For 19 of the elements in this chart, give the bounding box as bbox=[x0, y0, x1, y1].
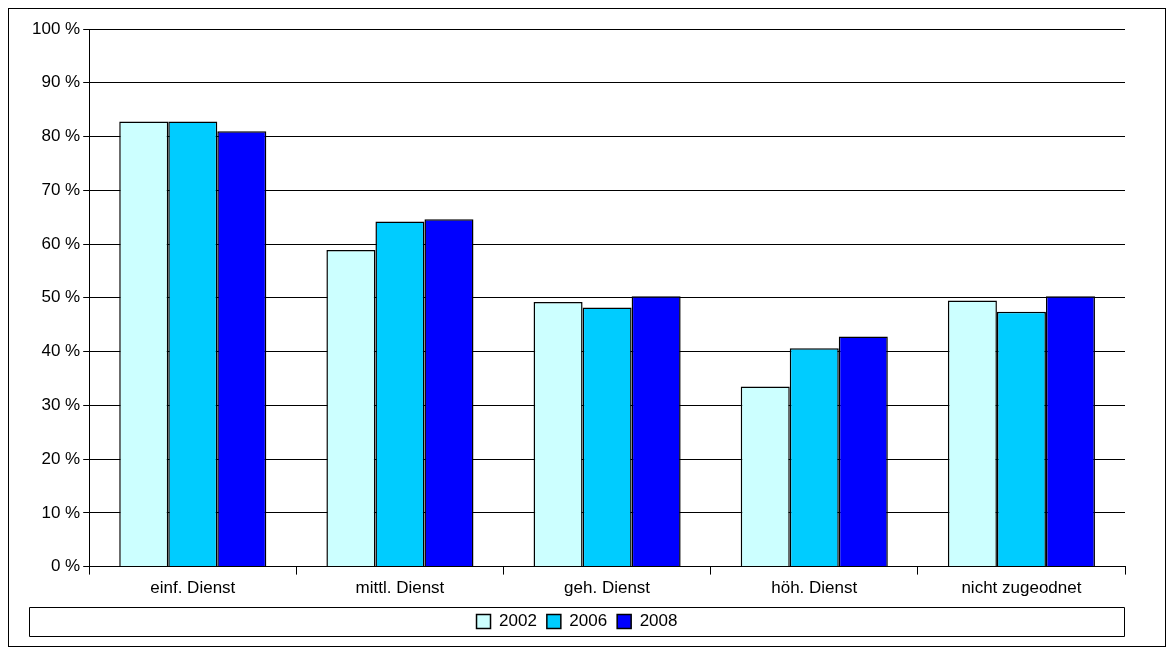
y-tick-label: 10 % bbox=[41, 502, 81, 522]
x-tick-label: höh. Dienst bbox=[771, 578, 858, 598]
y-tick-label: 50 % bbox=[41, 287, 81, 307]
x-tick-label: einf. Dienst bbox=[150, 578, 236, 598]
legend-label: 2006 bbox=[569, 611, 608, 631]
x-tick-label: geh. Dienst bbox=[564, 578, 651, 598]
y-tick-label: 70 % bbox=[41, 179, 81, 199]
y-tick-label: 100 % bbox=[32, 18, 81, 38]
legend-label: 2008 bbox=[639, 611, 678, 631]
y-tick-label: 60 % bbox=[41, 233, 81, 253]
x-tick-label: mittl. Dienst bbox=[355, 578, 445, 598]
y-tick-label: 30 % bbox=[41, 395, 81, 415]
y-tick-label: 90 % bbox=[41, 72, 81, 92]
y-tick-label: 0 % bbox=[50, 556, 81, 576]
y-tick-label: 40 % bbox=[41, 341, 81, 361]
y-tick-label: 80 % bbox=[41, 126, 81, 146]
x-tick-label: nicht zugeodnet bbox=[961, 578, 1082, 598]
y-tick-label: 20 % bbox=[41, 448, 81, 468]
legend-label: 2002 bbox=[499, 611, 537, 631]
